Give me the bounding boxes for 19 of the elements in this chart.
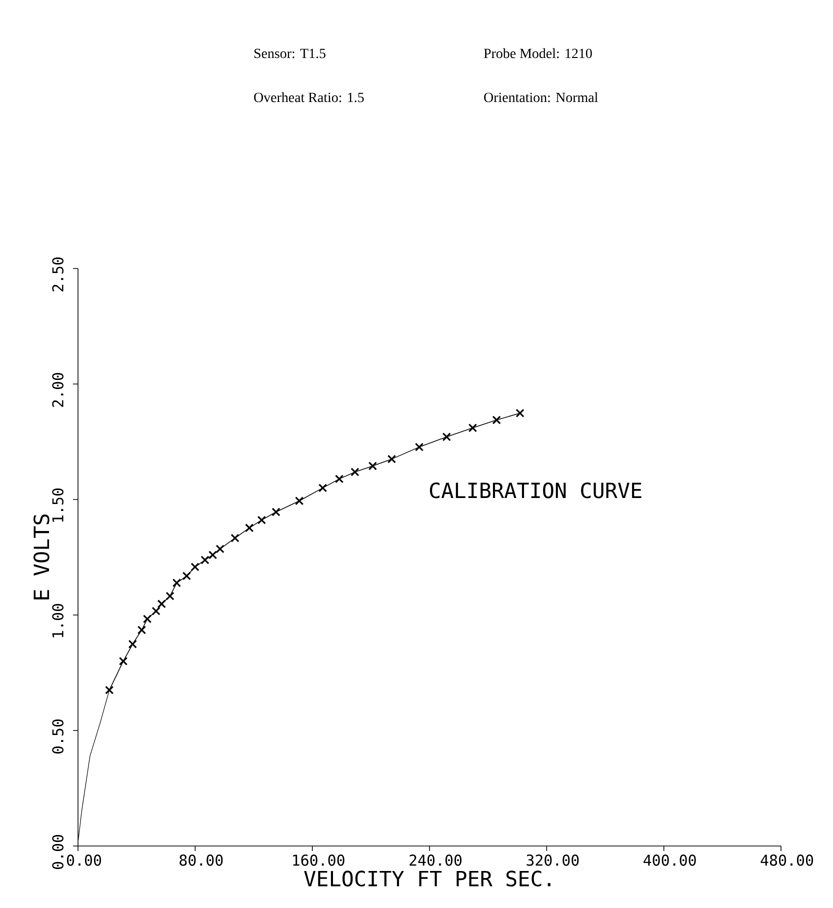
x-tick-label: 240.00 (410, 854, 462, 866)
x-tick-label: 0.00 (66, 854, 102, 866)
text: Overheat Ratio: 1.5 (254, 92, 364, 102)
y-tick-label: 1.00 (52, 604, 64, 638)
y-tick-label: 1.50 (52, 488, 64, 522)
x-axis-title: VELOCITY FT PER SEC. (304, 870, 550, 886)
x-tick-label: 320.00 (526, 854, 579, 866)
x-tick-label: 480.00 (760, 854, 814, 866)
x-tick-label: 160.00 (293, 854, 344, 866)
annotation: CALIBRATION CURVE (430, 482, 642, 498)
x-tick-label: 80.00 (180, 854, 223, 866)
text: Orientation: Normal (484, 92, 598, 102)
y-axis-title: E VOLTS (34, 514, 50, 600)
text: Probe Model: 1210 (484, 48, 592, 58)
y-tick-label: 2.00 (52, 372, 64, 407)
y-tick-label: 2.50 (52, 257, 64, 292)
text: Sensor: T1.5 (254, 48, 326, 58)
y-tick-label: 0.50 (52, 719, 64, 754)
x-tick-label: 400.00 (644, 854, 696, 866)
